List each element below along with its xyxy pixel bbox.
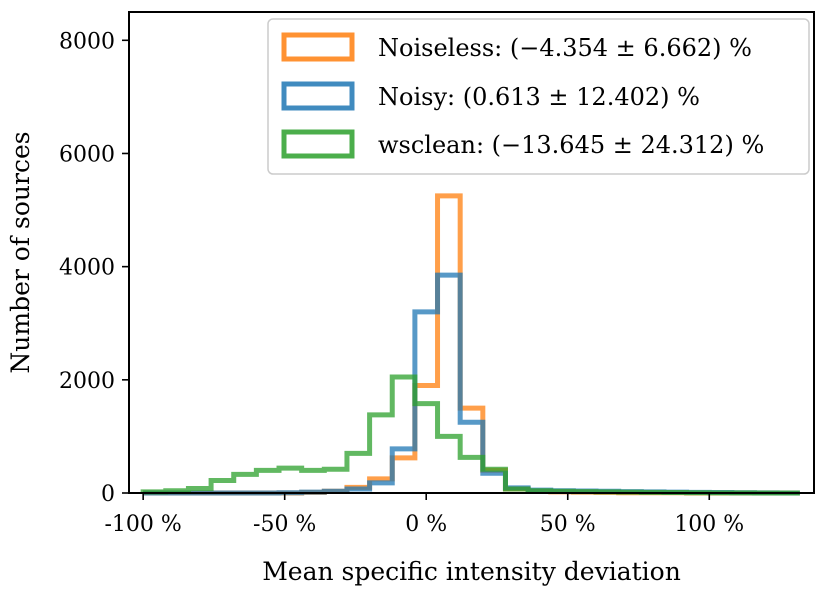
legend-label-0: Noiseless: (−4.354 ± 6.662) %: [378, 34, 752, 62]
legend-label-2: wsclean: (−13.645 ± 24.312) %: [378, 131, 764, 159]
legend-label-1: Noisy: (0.613 ± 12.402) %: [378, 83, 700, 111]
legend-swatch-2: [281, 129, 355, 159]
legend-swatch-0: [281, 32, 355, 62]
x-tick-label: 100 %: [674, 512, 744, 537]
series-layer: [140, 193, 800, 496]
axes-layer: -100 % -50 % 0 % 50 % 100 % 0 2000 4000 6000 8000…: [6, 11, 815, 586]
x-tick-label: 50 %: [540, 512, 596, 537]
series-0-steps: [143, 193, 800, 496]
legend-swatch-1: [281, 81, 355, 111]
y-tick-label: 4000: [59, 256, 115, 281]
legend-box: [267, 18, 810, 175]
y-tick-label: 2000: [59, 369, 115, 394]
y-tick-label: 6000: [59, 142, 115, 167]
legend: Noiseless: (−4.354 ± 6.662) % Noisy: (0.6…: [267, 18, 810, 175]
plot-frame: [128, 11, 815, 494]
x-tick-label: 0 %: [405, 512, 447, 537]
x-tick-label: -100 %: [104, 512, 181, 537]
y-axis-label: Number of sources: [6, 131, 35, 373]
x-axis-label: Mean specific intensity deviation: [262, 557, 681, 586]
y-tick-label: 8000: [59, 29, 115, 54]
series-2-steps: [140, 374, 800, 496]
series-1-steps: [143, 272, 800, 496]
x-tick-label: -50 %: [253, 512, 316, 537]
y-tick-label: 0: [101, 482, 115, 507]
